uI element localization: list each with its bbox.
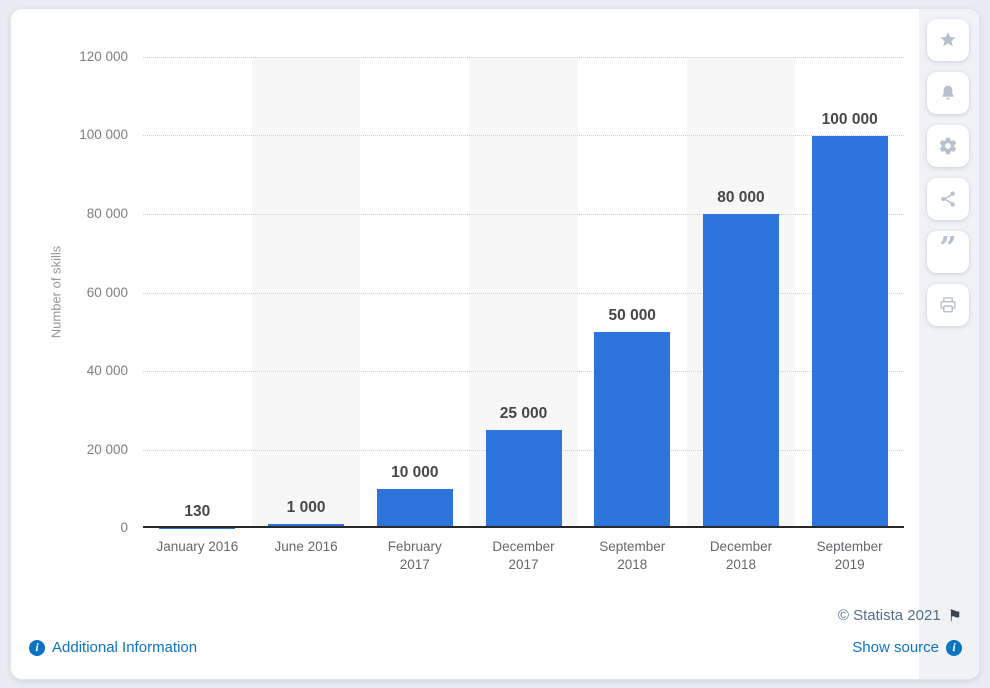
gridline [143, 213, 904, 215]
bar[interactable] [811, 135, 888, 528]
additional-information-label: Additional Information [52, 639, 198, 656]
x-axis-label: December 2017 [492, 539, 555, 572]
y-tick-label: 0 [120, 520, 128, 535]
x-axis-label: September 2018 [599, 539, 666, 572]
x-axis-line [143, 526, 904, 528]
gridline [143, 292, 904, 294]
citation-button[interactable]: ” [927, 231, 969, 273]
gridline [143, 135, 904, 137]
plot-column: 10 000 [360, 57, 469, 528]
copyright-text: © Statista 2021 [837, 607, 941, 624]
x-axis-label: January 2016 [156, 539, 239, 554]
bar-value-label: 80 000 [717, 189, 765, 207]
x-axis-label: September 2019 [816, 539, 883, 572]
y-tick-label: 120 000 [79, 49, 128, 64]
bar-value-label: 25 000 [499, 404, 548, 422]
copyright-row: © Statista 2021 ⚑ [838, 607, 962, 624]
y-tick-label: 100 000 [79, 127, 128, 143]
y-tick-label: 80 000 [86, 205, 128, 221]
x-axis-label: December 2018 [709, 539, 773, 572]
bell-icon [942, 85, 954, 100]
printer-icon [940, 297, 956, 313]
print-button[interactable] [927, 284, 969, 326]
bar-value-label: 1 000 [286, 499, 326, 517]
notification-bell-button[interactable] [927, 72, 969, 114]
additional-information-link[interactable]: i Additional Information [29, 639, 197, 656]
plot-area: 130 1 000 10 000 25 000 50 000 80 000 100 000 [143, 57, 904, 528]
y-tick-label: 60 000 [86, 284, 128, 300]
y-tick-label: 20 000 [86, 441, 128, 457]
plot-column: 1 000 [252, 57, 361, 528]
gridline [143, 370, 904, 372]
info-icon: i [29, 639, 45, 656]
star-icon [940, 32, 956, 47]
x-axis-label: February 2017 [387, 539, 442, 572]
flag-icon[interactable]: ⚑ [947, 605, 962, 625]
bar[interactable] [376, 488, 453, 528]
bar[interactable] [702, 214, 779, 528]
share-icon [941, 191, 955, 207]
toolbar-strip [919, 9, 979, 679]
info-icon: i [946, 639, 962, 656]
x-axis-label: June 2016 [274, 539, 338, 554]
gridline [143, 57, 904, 58]
quote-icon: ” [939, 231, 957, 266]
bar-value-label: 10 000 [391, 463, 439, 481]
favorite-star-button[interactable] [927, 19, 969, 61]
plot-column: 130 [143, 57, 252, 528]
plot-column: 80 000 [687, 57, 796, 528]
gear-icon [939, 137, 957, 155]
plot-column: 100 000 [795, 57, 904, 528]
x-axis-labels: January 2016 June 2016 February 2017 Decemb… [143, 538, 904, 573]
plot-column: 50 000 [578, 57, 687, 528]
y-tick-label: 40 000 [86, 362, 128, 378]
y-axis-ticks: 0 20 000 40 000 60 000 80 000 100 000 120 000 [37, 49, 128, 535]
bar-value-label: 100 000 [821, 110, 878, 128]
plot-column: 25 000 [469, 57, 578, 528]
show-source-label: Show source [852, 639, 939, 656]
chart-card: ” Number of skills 0 20 000 40 000 60 000 80… [10, 8, 980, 680]
share-button[interactable] [927, 178, 969, 220]
bar[interactable] [594, 331, 671, 528]
show-source-link[interactable]: Show source i [852, 639, 962, 656]
settings-gear-button[interactable] [927, 125, 969, 167]
bar-value-label: 130 [184, 502, 211, 520]
bar-value-label: 50 000 [608, 306, 656, 324]
bar[interactable] [485, 429, 562, 528]
